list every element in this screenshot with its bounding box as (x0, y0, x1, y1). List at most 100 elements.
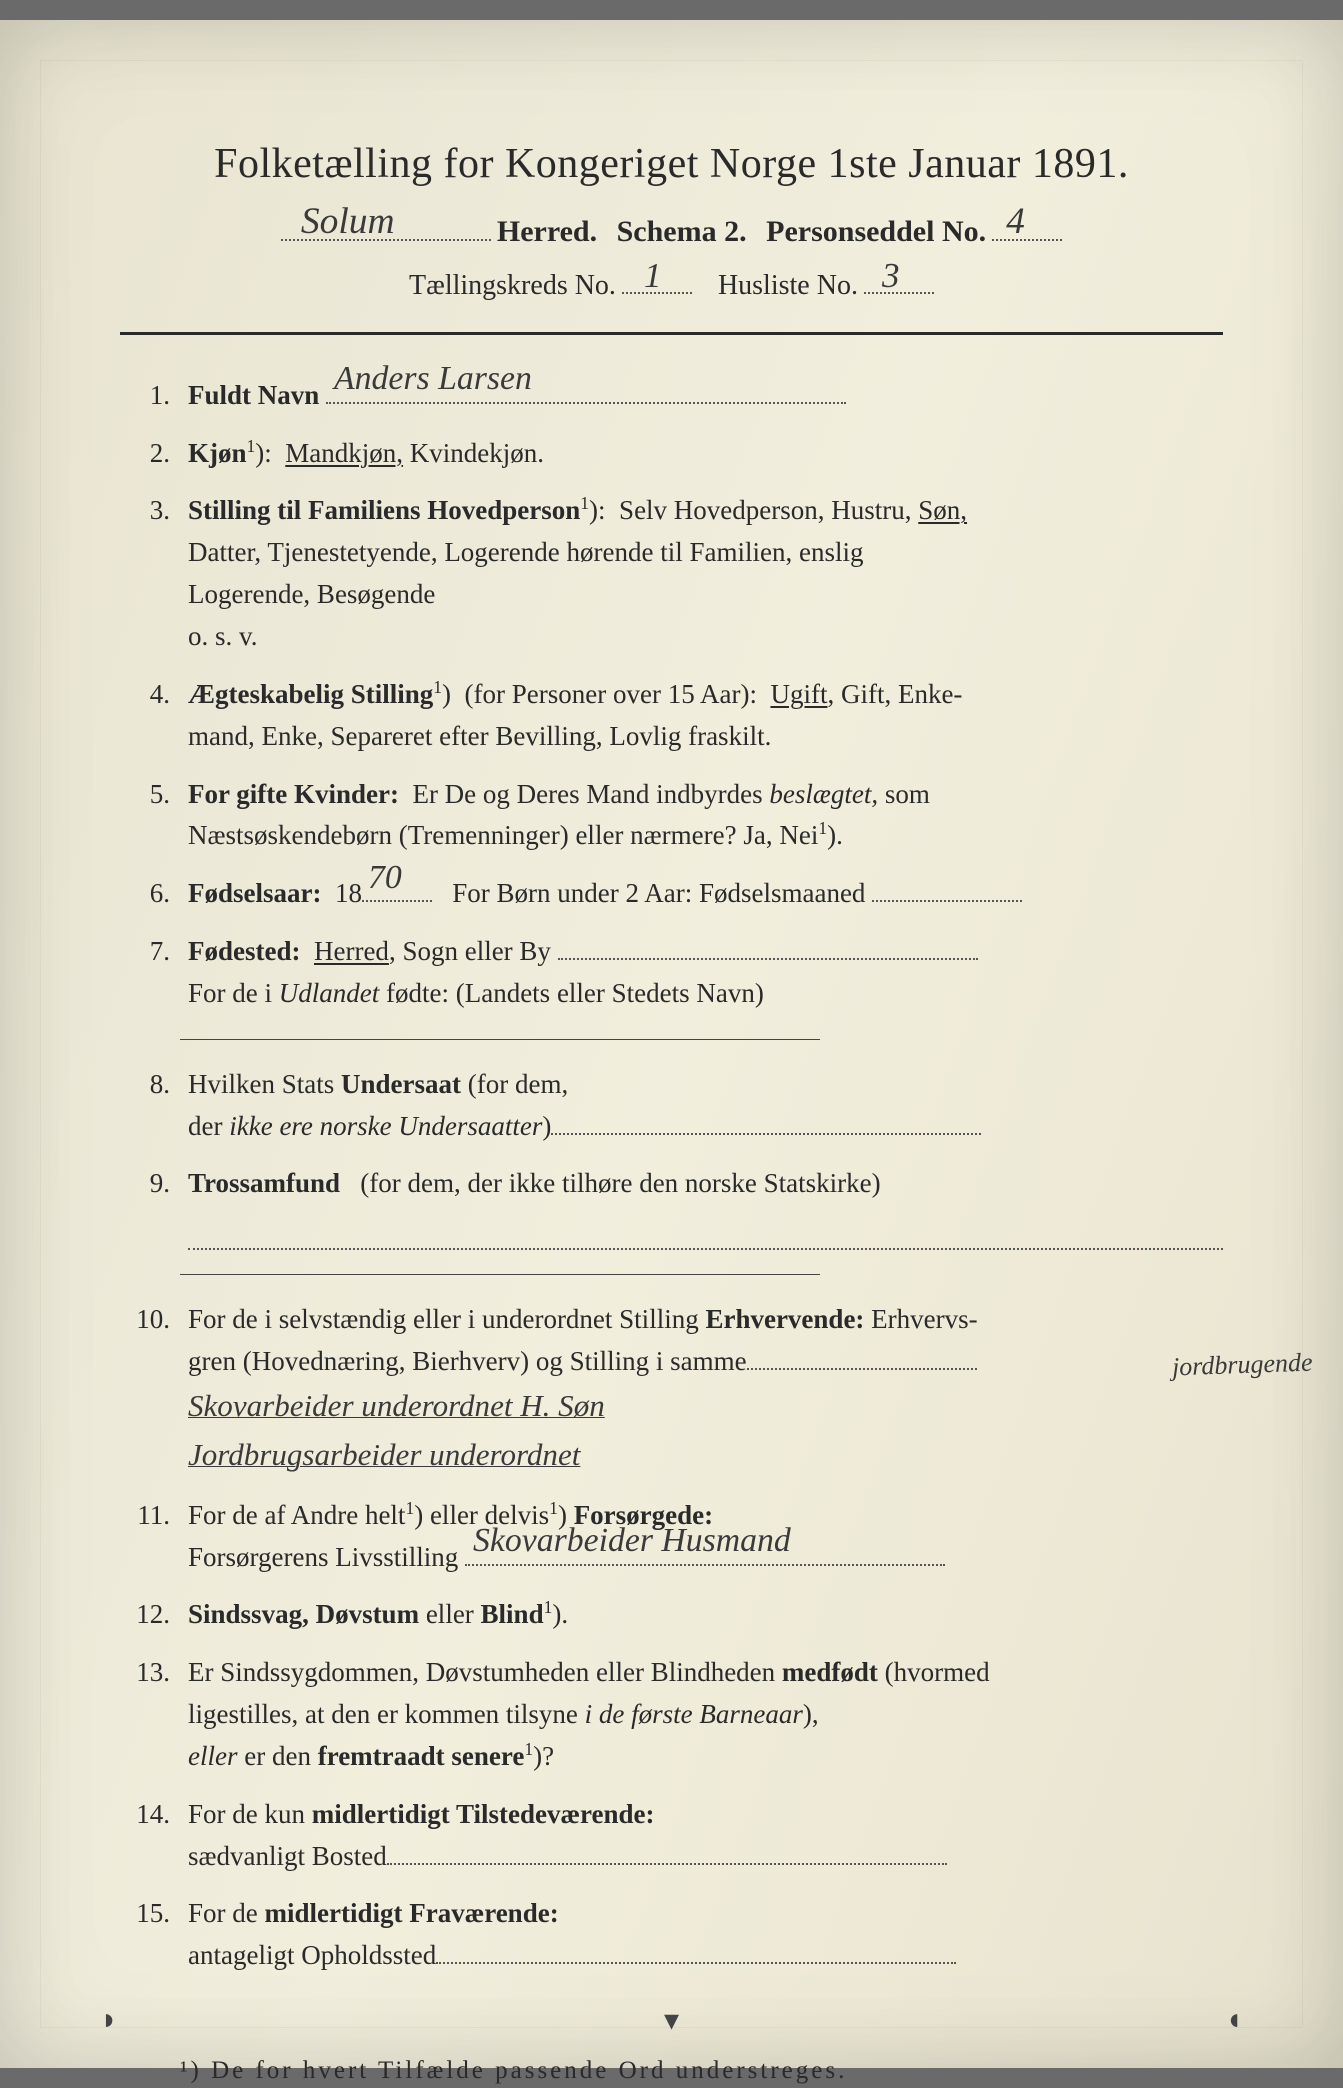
item-5-num: 5. (130, 774, 188, 858)
item-5-line1c: som (878, 779, 930, 809)
form-items: 1. Fuldt Navn Anders Larsen 2. Kjøn1): M… (120, 375, 1223, 1977)
census-form-page: Folketælling for Kongeriget Norge 1ste J… (0, 20, 1343, 2068)
item-9-body: Trossamfund (for dem, der ikke tilhøre d… (188, 1163, 1223, 1249)
divider-2 (180, 1274, 820, 1275)
item-12-rest: eller (419, 1599, 480, 1629)
kreds-field: 1 (622, 263, 692, 294)
item-12: 12. Sindssvag, Døvstum eller Blind1). (130, 1594, 1223, 1636)
item-3-label: Stilling til Familiens Hovedperson (188, 495, 580, 525)
kreds-label: Tællingskreds No. (409, 270, 616, 302)
item-11-num: 11. (130, 1495, 188, 1579)
item-13-line3b: er den (237, 1741, 317, 1771)
item-6-rest: For Børn under 2 Aar: Fødselsmaaned (452, 878, 865, 908)
personseddel-handwriting: 4 (1006, 200, 1025, 243)
item-3-line4: o. s. v. (188, 621, 258, 651)
religion-field (188, 1209, 1223, 1250)
item-13-num: 13. (130, 1652, 188, 1778)
item-4: 4. Ægteskabelig Stilling1) (for Personer… (130, 674, 1223, 758)
item-12-num: 12. (130, 1594, 188, 1636)
item-14: 14. For de kun midlertidigt Tilstedevære… (130, 1794, 1223, 1878)
item-3-body: Stilling til Familiens Hovedperson1): Se… (188, 490, 1223, 657)
item-7-opts: Herred, Sogn eller By (314, 936, 551, 966)
month-field (872, 878, 1022, 902)
personseddel-label: Personseddel No. (766, 215, 986, 249)
header-line-1: Solum Herred. Schema 2. Personseddel No.… (120, 208, 1223, 249)
herred-handwriting: Solum (301, 200, 395, 243)
item-9-label: Trossamfund (188, 1168, 340, 1198)
item-4-opts: Ugift, Gift, Enke- (770, 679, 962, 709)
item-5: 5. For gifte Kvinder: Er De og Deres Man… (130, 774, 1223, 858)
item-13: 13. Er Sindssygdommen, Døvstumheden elle… (130, 1652, 1223, 1778)
item-8-line1a: Hvilken Stats (188, 1069, 341, 1099)
item-1-body: Fuldt Navn Anders Larsen (188, 375, 1223, 417)
husliste-field: 3 (864, 263, 934, 294)
item-12-label: Sindssvag, Døvstum (188, 1599, 419, 1629)
item-15-line1b: midlertidigt Fraværende: (265, 1898, 559, 1928)
name-field: Anders Larsen (326, 380, 846, 404)
item-3-num: 3. (130, 490, 188, 657)
schema-label: Schema 2. (617, 215, 747, 249)
item-5-line1b: beslægtet, (769, 779, 878, 809)
item-10-line1a: For de i selvstændig eller i underordnet… (188, 1304, 705, 1334)
header-rule (120, 332, 1223, 335)
item-11: 11. For de af Andre helt1) eller delvis1… (130, 1495, 1223, 1579)
item-15-line1a: For de (188, 1898, 265, 1928)
item-7-body: Fødested: Herred, Sogn eller By For de i… (188, 931, 1223, 1015)
item-4-num: 4. (130, 674, 188, 758)
herred-label: Herred. (497, 215, 597, 249)
item-6-label: Fødselsaar: (188, 878, 321, 908)
item-15-body: For de midlertidigt Fraværende: antageli… (188, 1893, 1223, 1977)
item-3-line3: Logerende, Besøgende (188, 579, 435, 609)
item-11-line1a: For de af Andre helt (188, 1500, 405, 1530)
item-14-line2: sædvanligt Bosted (188, 1841, 387, 1871)
whereabouts-field (436, 1940, 956, 1964)
item-2-body: Kjøn1): Mandkjøn, Kvindekjøn. (188, 433, 1223, 475)
item-6-body: Fødselsaar: 1870 For Børn under 2 Aar: F… (188, 873, 1223, 915)
item-15-num: 15. (130, 1893, 188, 1977)
item-6-num: 6. (130, 873, 188, 915)
hole-left-icon: ◗ (100, 2003, 118, 2038)
occupation-field-tail (747, 1345, 977, 1369)
item-3: 3. Stilling til Familiens Hovedperson1):… (130, 490, 1223, 657)
item-1: 1. Fuldt Navn Anders Larsen (130, 375, 1223, 417)
item-15-line2: antageligt Opholdssted (188, 1940, 436, 1970)
item-6-prefix: 18 (335, 878, 362, 908)
item-13-line1c: (hvormed (878, 1657, 990, 1687)
item-12-body: Sindssvag, Døvstum eller Blind1). (188, 1594, 1223, 1636)
item-11-body: For de af Andre helt1) eller delvis1) Fo… (188, 1495, 1223, 1579)
item-8-num: 8. (130, 1064, 188, 1148)
item-7-label: Fødested: (188, 936, 300, 966)
item-5-line2: Næstsøskendebørn (Tremenninger) eller næ… (188, 820, 818, 850)
header-line-2: Tællingskreds No. 1 Husliste No. 3 (120, 263, 1223, 302)
provider-field: Skovarbeider Husmand (465, 1541, 945, 1565)
item-3-line2: Datter, Tjenestetyende, Logerende hørend… (188, 537, 863, 567)
provider-handwriting: Skovarbeider Husmand (473, 1515, 791, 1567)
item-15: 15. For de midlertidigt Fraværende: anta… (130, 1893, 1223, 1977)
item-4-body: Ægteskabelig Stilling1) (for Personer ov… (188, 674, 1223, 758)
item-2: 2. Kjøn1): Mandkjøn, Kvindekjøn. (130, 433, 1223, 475)
item-14-line1a: For de kun (188, 1799, 312, 1829)
item-7: 7. Fødested: Herred, Sogn eller By For d… (130, 931, 1223, 1015)
year-handwriting: 70 (368, 852, 402, 904)
personseddel-field: 4 (992, 208, 1062, 241)
item-10-num: 10. (130, 1299, 188, 1479)
item-10-line1b: Erhvervende: (705, 1304, 864, 1334)
item-13-line3c: fremtraadt senere (318, 1741, 525, 1771)
item-10-line1c: Erhvervs- (864, 1304, 977, 1334)
margin-handwriting: jordbrugende (1172, 1348, 1314, 1383)
item-8-line2a: der (188, 1111, 229, 1141)
form-title: Folketælling for Kongeriget Norge 1ste J… (120, 140, 1223, 188)
item-9: 9. Trossamfund (for dem, der ikke tilhør… (130, 1163, 1223, 1249)
item-1-num: 1. (130, 375, 188, 417)
item-13-body: Er Sindssygdommen, Døvstumheden eller Bl… (188, 1652, 1223, 1778)
item-8-line1c: (for dem, (461, 1069, 568, 1099)
citizen-field (551, 1110, 981, 1134)
item-4-line2: mand, Enke, Separeret efter Bevilling, L… (188, 721, 771, 751)
form-header: Folketælling for Kongeriget Norge 1ste J… (120, 140, 1223, 302)
item-13-line1a: Er Sindssygdommen, Døvstumheden eller Bl… (188, 1657, 782, 1687)
item-8-line1b: Undersaat (341, 1069, 461, 1099)
edge-marks: ◗ ▾ ◖ (0, 2003, 1343, 2038)
item-14-body: For de kun midlertidigt Tilstedeværende:… (188, 1794, 1223, 1878)
year-field: 70 (362, 878, 432, 902)
item-9-text: (for dem, der ikke tilhøre den norske St… (360, 1168, 880, 1198)
